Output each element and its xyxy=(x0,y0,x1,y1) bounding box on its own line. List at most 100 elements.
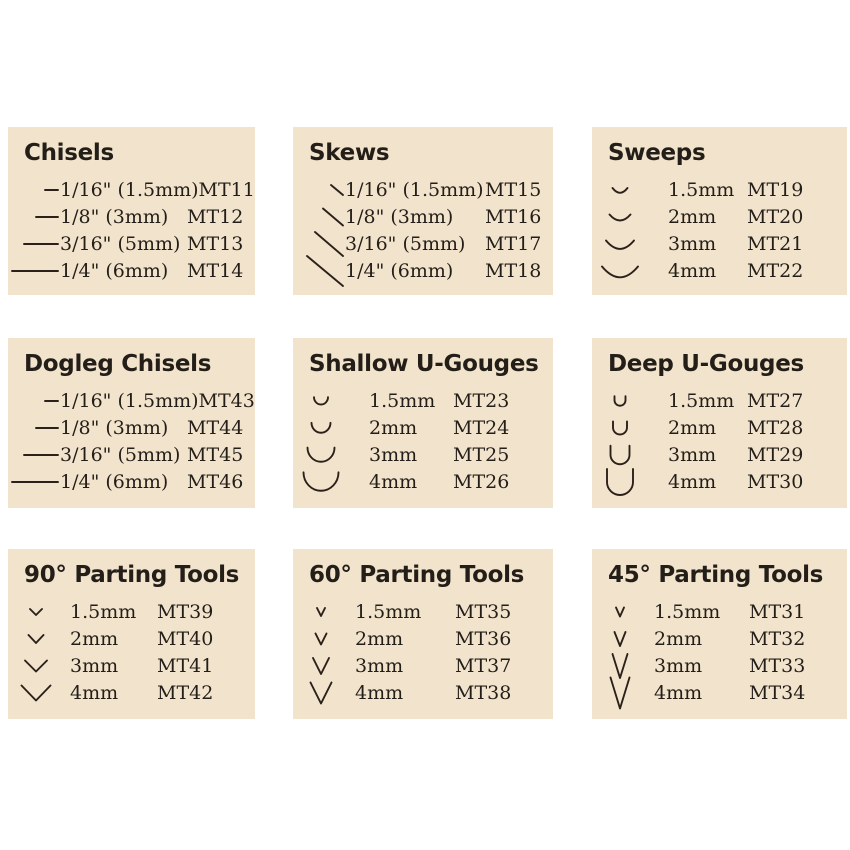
parting-tool-90-profile-icon xyxy=(12,675,60,711)
tool-model: MT28 xyxy=(747,416,804,439)
panel-title: Sweeps xyxy=(608,140,706,166)
chisel-profile-icon xyxy=(11,253,60,289)
panel-title: 90° Parting Tools xyxy=(24,562,240,588)
tool-row: 2mm MT40 xyxy=(12,621,241,650)
tool-row: 3mm MT29 xyxy=(596,437,833,466)
deep-u-gouge-profile-icon xyxy=(596,437,644,473)
tool-model: MT44 xyxy=(187,416,244,439)
tool-row: 1/4" (6mm) MT14 xyxy=(11,253,243,282)
tool-row: 2mm MT24 xyxy=(297,410,539,439)
tool-size: 3mm xyxy=(355,654,404,677)
tool-size: 1/16" (1.5mm) xyxy=(60,178,199,201)
tool-row: 1.5mm MT39 xyxy=(12,594,241,623)
tool-model: MT45 xyxy=(187,443,244,466)
tool-row: 1/4" (6mm) MT18 xyxy=(297,253,541,287)
panel-title: 45° Parting Tools xyxy=(608,562,824,588)
panel-title: Dogleg Chisels xyxy=(24,351,212,377)
tool-row: 1/8" (3mm) MT44 xyxy=(12,410,243,439)
tool-size: 1/8" (3mm) xyxy=(60,416,169,439)
tool-model: MT41 xyxy=(157,654,214,677)
tool-model: MT34 xyxy=(749,681,806,704)
panel-chisels: Chisels 1/16" (1.5mm) MT11 1/8" (3mm) MT… xyxy=(8,127,255,295)
chisel-profile-icon xyxy=(12,226,60,262)
tool-model: MT40 xyxy=(157,627,214,650)
parting-tool-60-profile-icon xyxy=(297,594,345,630)
tool-size: 3mm xyxy=(668,232,717,255)
tool-model: MT36 xyxy=(455,627,512,650)
tool-row: 2mm MT20 xyxy=(596,199,833,228)
tool-size: 2mm xyxy=(668,205,717,228)
tool-row: 1.5mm MT31 xyxy=(596,594,833,623)
parting-tool-45-profile-icon xyxy=(596,594,644,630)
skew-profile-icon xyxy=(297,172,345,208)
tool-size: 2mm xyxy=(369,416,418,439)
tool-size: 1.5mm xyxy=(668,178,735,201)
tool-size: 3/16" (5mm) xyxy=(345,232,466,255)
tool-row: 3/16" (5mm) MT17 xyxy=(297,226,541,257)
panel-skews: Skews 1/16" (1.5mm) MT15 1/8" (3mm) MT16… xyxy=(293,127,553,295)
deep-u-gouge-profile-icon xyxy=(596,410,644,446)
tool-row: 3mm MT33 xyxy=(596,648,833,679)
tool-size: 4mm xyxy=(668,470,717,493)
tool-row: 1/16" (1.5mm) MT15 xyxy=(297,172,541,201)
tool-row: 4mm MT30 xyxy=(596,464,833,496)
tool-row: 4mm MT42 xyxy=(12,675,241,704)
panel-title: Chisels xyxy=(24,140,114,166)
tool-size: 4mm xyxy=(369,470,418,493)
tool-size: 1/4" (6mm) xyxy=(60,259,169,282)
tool-size: 2mm xyxy=(654,627,703,650)
panel-deep-u-gouges: Deep U-Gouges 1.5mm MT27 2mm MT28 3mm MT… xyxy=(592,338,847,508)
deep-u-gouge-profile-icon xyxy=(596,464,644,500)
tool-model: MT13 xyxy=(187,232,244,255)
tool-size: 4mm xyxy=(355,681,404,704)
tool-row: 3mm MT37 xyxy=(297,648,539,677)
parting-tool-90-profile-icon xyxy=(12,648,60,684)
tool-model: MT35 xyxy=(455,600,512,623)
tool-size: 3/16" (5mm) xyxy=(60,232,181,255)
shallow-u-gouge-profile-icon xyxy=(297,437,345,473)
tool-size: 1/4" (6mm) xyxy=(60,470,169,493)
tool-row: 1/16" (1.5mm) MT43 xyxy=(12,383,255,412)
tool-row: 1.5mm MT23 xyxy=(297,383,539,412)
tool-model: MT27 xyxy=(747,389,804,412)
tool-row: 3mm MT41 xyxy=(12,648,241,677)
tool-row: 1/4" (6mm) MT46 xyxy=(11,464,243,493)
chisel-profile-icon xyxy=(12,199,60,235)
panel-45-parting-tools: 45° Parting Tools 1.5mm MT31 2mm MT32 3m… xyxy=(592,549,847,719)
shallow-u-gouge-profile-icon xyxy=(297,383,345,419)
tool-model: MT18 xyxy=(485,259,542,282)
parting-tool-60-profile-icon xyxy=(297,621,345,657)
tool-size: 1/4" (6mm) xyxy=(345,259,454,282)
sweep-profile-icon xyxy=(596,226,644,262)
tool-model: MT14 xyxy=(187,259,244,282)
tool-model: MT16 xyxy=(485,205,542,228)
tool-model: MT21 xyxy=(747,232,804,255)
tool-row: 1.5mm MT35 xyxy=(297,594,539,623)
tool-size: 4mm xyxy=(668,259,717,282)
tool-row: 3/16" (5mm) MT13 xyxy=(12,226,243,255)
tool-size: 3/16" (5mm) xyxy=(60,443,181,466)
tool-model: MT42 xyxy=(157,681,214,704)
tool-row: 2mm MT36 xyxy=(297,621,539,650)
parting-tool-45-profile-icon xyxy=(596,675,644,711)
tool-size: 1.5mm xyxy=(70,600,137,623)
tool-row: 1/8" (3mm) MT16 xyxy=(297,199,541,228)
parting-tool-90-profile-icon xyxy=(12,594,60,630)
tool-row: 4mm MT38 xyxy=(297,675,539,705)
panel-dogleg-chisels: Dogleg Chisels 1/16" (1.5mm) MT43 1/8" (… xyxy=(8,338,255,508)
tool-model: MT37 xyxy=(455,654,512,677)
tool-size: 1/16" (1.5mm) xyxy=(60,389,199,412)
tool-size: 1/8" (3mm) xyxy=(60,205,169,228)
skew-profile-icon xyxy=(297,253,345,289)
shallow-u-gouge-profile-icon xyxy=(297,464,345,500)
tool-model: MT43 xyxy=(198,389,255,412)
panel-title: Skews xyxy=(309,140,390,166)
panel-sweeps: Sweeps 1.5mm MT19 2mm MT20 3mm MT21 4mm … xyxy=(592,127,847,295)
tool-row: 4mm MT34 xyxy=(596,675,833,710)
panel-shallow-u-gouges: Shallow U-Gouges 1.5mm MT23 2mm MT24 3mm… xyxy=(293,338,553,508)
tool-model: MT39 xyxy=(157,600,214,623)
tool-row: 1/16" (1.5mm) MT11 xyxy=(12,172,255,201)
tool-size: 2mm xyxy=(70,627,119,650)
tool-model: MT26 xyxy=(453,470,510,493)
parting-tool-45-profile-icon xyxy=(596,621,644,657)
